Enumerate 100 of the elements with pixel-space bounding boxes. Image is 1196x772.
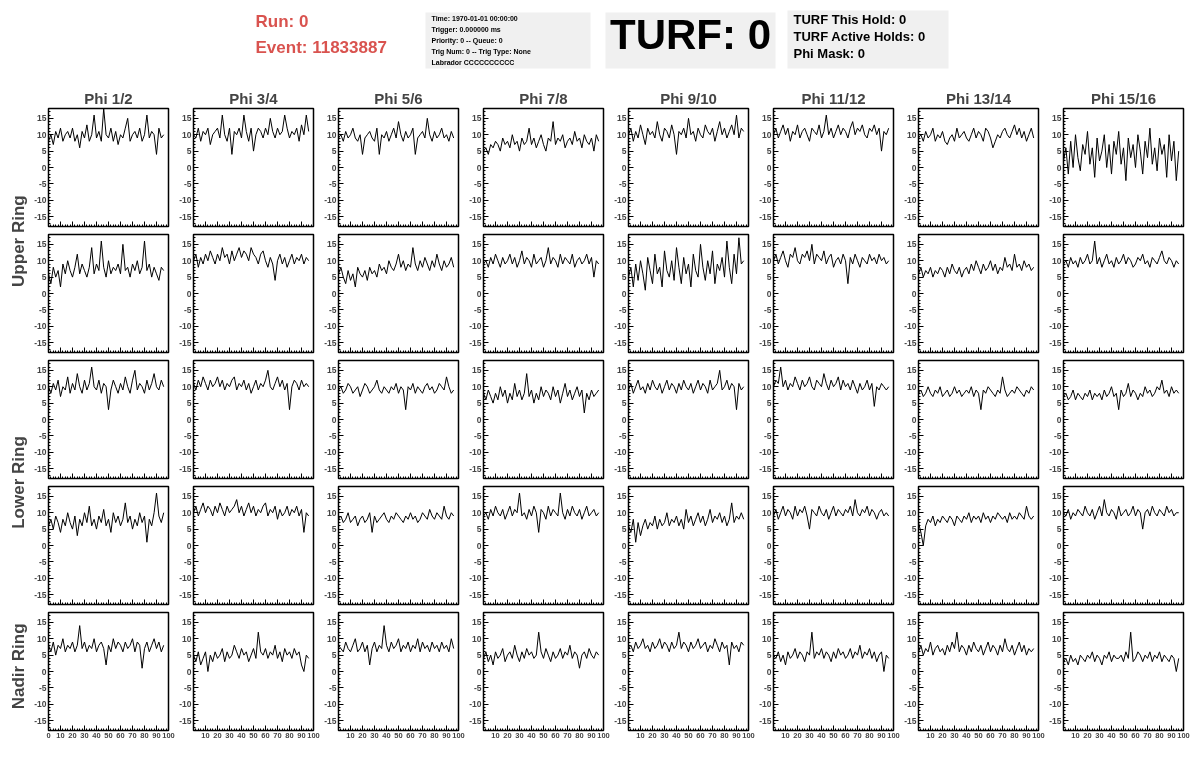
text: TURF This Hold: 0: [793, 12, 907, 27]
y-tick-label: 10: [472, 633, 482, 644]
y-tick-label: -5: [183, 682, 192, 693]
y-tick-label: -5: [473, 682, 482, 693]
y-tick-label: 0: [331, 540, 337, 551]
y-tick-label: 10: [472, 381, 482, 392]
y-tick-label: -15: [1049, 211, 1062, 222]
y-tick-label: -15: [759, 463, 772, 474]
y-tick-label: 0: [41, 288, 47, 299]
y-tick-label: -10: [759, 195, 772, 206]
y-tick-label: 0: [621, 288, 627, 299]
y-tick-label: -10: [759, 321, 772, 332]
y-tick-label: -10: [759, 573, 772, 584]
y-tick-label: 0: [911, 162, 917, 173]
y-tick-label: -5: [328, 430, 337, 441]
y-tick-label: 15: [182, 239, 192, 250]
y-tick-label: -5: [1053, 556, 1062, 567]
y-tick-label: 15: [327, 365, 337, 376]
text: Event: 11833887: [255, 38, 387, 57]
y-tick-label: -10: [469, 447, 482, 458]
y-tick-label: 10: [762, 255, 772, 266]
y-tick-label: 10: [907, 255, 917, 266]
y-tick-label: 10: [617, 129, 627, 140]
y-tick-label: -5: [763, 304, 772, 315]
y-tick-label: 5: [331, 272, 337, 283]
y-tick-label: -15: [469, 463, 482, 474]
y-tick-label: 15: [617, 239, 627, 250]
y-tick-label: 0: [41, 162, 47, 173]
y-tick-label: -5: [908, 430, 917, 441]
y-tick-label: 10: [617, 507, 627, 518]
y-tick-label: 15: [1052, 239, 1062, 250]
y-tick-label: 0: [1056, 540, 1062, 551]
y-tick-label: -5: [183, 304, 192, 315]
y-tick-label: -5: [1053, 178, 1062, 189]
y-tick-label: 15: [1052, 491, 1062, 502]
y-tick-label: 15: [182, 617, 192, 628]
y-tick-label: -5: [908, 304, 917, 315]
y-tick-label: -15: [179, 715, 192, 726]
y-tick-label: -5: [763, 430, 772, 441]
y-tick-label: -10: [1049, 573, 1062, 584]
y-tick-label: -15: [469, 337, 482, 348]
chart-title: Phi 5/6: [374, 89, 423, 107]
y-tick-label: 10: [762, 129, 772, 140]
y-tick-label: 0: [911, 666, 917, 677]
y-tick-label: 15: [762, 491, 772, 502]
y-tick-label: 0: [186, 414, 192, 425]
y-tick-label: -10: [179, 699, 192, 710]
y-tick-label: -10: [904, 195, 917, 206]
y-tick-label: 10: [907, 381, 917, 392]
y-tick-label: -5: [328, 556, 337, 567]
y-tick-label: -10: [179, 195, 192, 206]
y-tick-label: 5: [766, 524, 772, 535]
y-tick-label: 15: [327, 491, 337, 502]
y-tick-label: -15: [904, 715, 917, 726]
y-tick-label: -10: [34, 699, 47, 710]
y-tick-label: 10: [1052, 633, 1062, 644]
y-tick-label: 0: [1056, 162, 1062, 173]
y-tick-label: -5: [38, 682, 47, 693]
y-tick-label: 5: [476, 398, 482, 409]
y-tick-label: -5: [473, 430, 482, 441]
y-tick-label: -5: [763, 682, 772, 693]
y-tick-label: 15: [617, 491, 627, 502]
y-tick-label: -5: [473, 304, 482, 315]
y-tick-label: -15: [1049, 463, 1062, 474]
y-tick-label: -15: [34, 463, 47, 474]
y-tick-label: -15: [34, 589, 47, 600]
y-tick-label: 0: [476, 288, 482, 299]
y-axis-title: Lower Ring: [9, 436, 28, 529]
y-tick-label: 0: [621, 162, 627, 173]
text: TURF Active Holds: 0: [793, 29, 926, 44]
y-tick-label: -15: [34, 715, 47, 726]
y-tick-label: -10: [34, 573, 47, 584]
y-tick-label: 5: [621, 650, 627, 661]
y-tick-label: 5: [621, 398, 627, 409]
y-tick-label: 10: [327, 255, 337, 266]
y-tick-label: -5: [473, 178, 482, 189]
y-tick-label: 15: [472, 113, 482, 124]
y-tick-label: -5: [38, 178, 47, 189]
y-tick-label: 5: [186, 272, 192, 283]
y-tick-label: -15: [324, 715, 337, 726]
y-tick-label: -5: [908, 556, 917, 567]
y-tick-label: 0: [41, 414, 47, 425]
y-tick-label: 5: [766, 146, 772, 157]
y-tick-label: -10: [614, 321, 627, 332]
y-tick-label: -10: [1049, 195, 1062, 206]
y-tick-label: 5: [911, 524, 917, 535]
y-tick-label: 5: [911, 146, 917, 157]
y-tick-label: 0: [476, 540, 482, 551]
y-tick-label: 10: [617, 633, 627, 644]
y-tick-label: 15: [182, 491, 192, 502]
y-tick-label: 0: [766, 162, 772, 173]
y-tick-label: 0: [766, 666, 772, 677]
y-tick-label: 15: [907, 113, 917, 124]
y-tick-label: 5: [766, 272, 772, 283]
y-tick-label: 10: [1052, 255, 1062, 266]
chart-title: Phi 13/14: [945, 89, 1012, 107]
y-tick-label: -15: [759, 589, 772, 600]
y-tick-label: 10: [907, 129, 917, 140]
y-tick-label: -5: [618, 682, 627, 693]
y-tick-label: 10: [617, 255, 627, 266]
